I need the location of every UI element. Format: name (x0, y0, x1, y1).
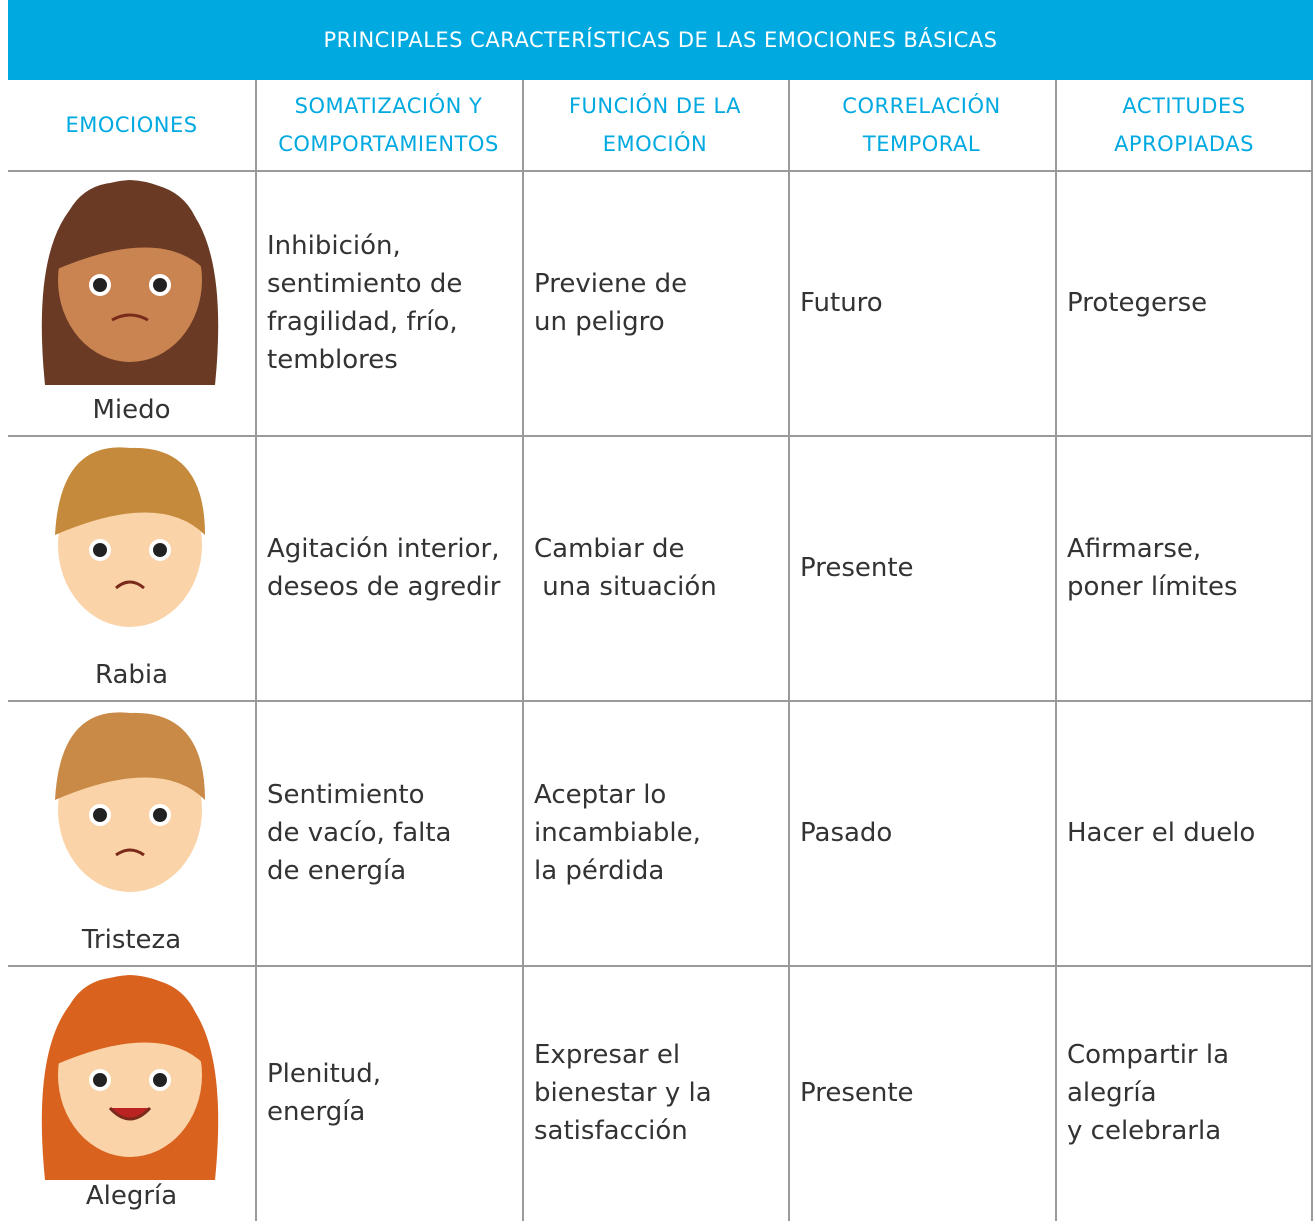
face-part (115, 848, 145, 857)
cell-line: Inhibición, (267, 230, 401, 261)
header-line: TEMPORAL (862, 132, 981, 156)
face-part (55, 977, 205, 1065)
table-cell: Compartir la alegría y celebrarla (1055, 965, 1313, 1221)
cell-line: Previene de (534, 268, 688, 299)
table-cell: Aceptar lo incambiable, la pérdida (522, 700, 788, 965)
table-cell: Expresar el bienestar y la satisfacción (522, 965, 788, 1221)
cell-line: Pasado (800, 817, 893, 848)
cell-line: Plenitud, (267, 1059, 382, 1089)
cell-line: fragilidad, frío, (267, 306, 458, 337)
cell-line: la pérdida (534, 855, 665, 886)
cell-line: Expresar el (534, 1040, 681, 1070)
row-divider (8, 435, 1313, 437)
column-divider (1311, 80, 1313, 1221)
column-divider (788, 80, 790, 1221)
table-cell: Presente (788, 965, 1055, 1221)
face-part (93, 543, 107, 557)
cell-line: y celebrarla (1067, 1116, 1222, 1146)
table-title: PRINCIPALES CARACTERÍSTICAS DE LAS EMOCI… (8, 0, 1313, 80)
face-part (115, 580, 145, 590)
face-part (93, 808, 107, 822)
column-header: FUNCIÓN DE LA EMOCIÓN (522, 80, 788, 170)
face-part (153, 278, 167, 292)
cell-line: Aceptar lo (534, 779, 667, 810)
cell-line: Presente (800, 552, 914, 583)
cell-line: de vacío, falta (267, 817, 452, 848)
emotion-label: Alegría (85, 1181, 178, 1211)
cell-line: deseos de agredir (267, 571, 501, 602)
table-cell: Previene de un peligro (522, 170, 788, 435)
cell-line: Futuro (800, 287, 883, 318)
row-divider (8, 965, 1313, 967)
column-divider (255, 80, 257, 1221)
header-line: EMOCIONES (65, 113, 198, 137)
column-header: CORRELACIÓN TEMPORAL (788, 80, 1055, 170)
header-line: APROPIADAS (1114, 132, 1254, 156)
header-line: EMOCIÓN (602, 132, 708, 156)
emotion-label: Rabia (94, 660, 169, 690)
table-cell: Futuro (788, 170, 1055, 435)
header-line: ACTITUDES (1122, 94, 1246, 118)
cell-line: de energía (267, 855, 407, 886)
table-cell: Plenitud, energía (255, 965, 522, 1221)
cell-line: Presente (800, 1078, 914, 1108)
face-part (108, 1106, 152, 1121)
cell-line: alegría (1067, 1078, 1157, 1108)
cell-line: temblores (267, 344, 398, 375)
cell-line: satisfacción (534, 1116, 688, 1146)
face-part (55, 712, 205, 800)
table-cell: Protegerse (1055, 170, 1313, 435)
face-part (153, 543, 167, 557)
column-divider (522, 80, 524, 1221)
row-divider (8, 170, 1313, 172)
cell-line: poner límites (1067, 571, 1238, 602)
column-header: ACTITUDES APROPIADAS (1055, 80, 1313, 170)
header-line: COMPORTAMIENTOS (278, 132, 499, 156)
cell-line: Sentimiento (267, 779, 425, 810)
cell-line: Protegerse (1067, 287, 1208, 318)
face-part (153, 808, 167, 822)
face-part (93, 1073, 107, 1087)
emotion-label: Tristeza (81, 925, 182, 955)
cell-line: Hacer el duelo (1067, 817, 1256, 848)
cell-line: Agitación interior, (267, 533, 500, 564)
emotion-label: Miedo (92, 395, 171, 425)
table-cell: Afirmarse, poner límites (1055, 435, 1313, 700)
face-part (93, 278, 107, 292)
table-cell: Inhibición, sentimiento de fragilidad, frí… (255, 170, 522, 435)
face-part (111, 313, 149, 322)
face-part (55, 182, 205, 270)
cell-line: incambiable, (534, 817, 701, 848)
face-part (55, 447, 205, 535)
table-cell: Pasado (788, 700, 1055, 965)
face-part (153, 1073, 167, 1087)
table-cell: Cambiar de una situación (522, 435, 788, 700)
table-cell: Agitación interior, deseos de agredir (255, 435, 522, 700)
cell-line: un peligro (534, 306, 665, 337)
column-header: SOMATIZACIÓN Y COMPORTAMIENTOS (255, 80, 522, 170)
header-line: SOMATIZACIÓN Y (294, 94, 483, 118)
column-divider (1055, 80, 1057, 1221)
cell-line: una situación (534, 571, 717, 602)
header-line: FUNCIÓN DE LA (568, 94, 742, 118)
table-cell: Sentimiento de vacío, falta de energía (255, 700, 522, 965)
column-header: EMOCIONES (8, 80, 255, 170)
cell-line: bienestar y la (534, 1078, 712, 1108)
row-divider (8, 700, 1313, 702)
table-cell: Presente (788, 435, 1055, 700)
cell-line: Cambiar de (534, 533, 685, 564)
cell-line: sentimiento de (267, 268, 463, 299)
cell-line: energía (267, 1097, 366, 1127)
table-cell: Hacer el duelo (1055, 700, 1313, 965)
header-line: CORRELACIÓN (842, 94, 1001, 118)
cell-line: Afirmarse, (1067, 533, 1202, 564)
cell-line: Compartir la (1067, 1040, 1230, 1070)
